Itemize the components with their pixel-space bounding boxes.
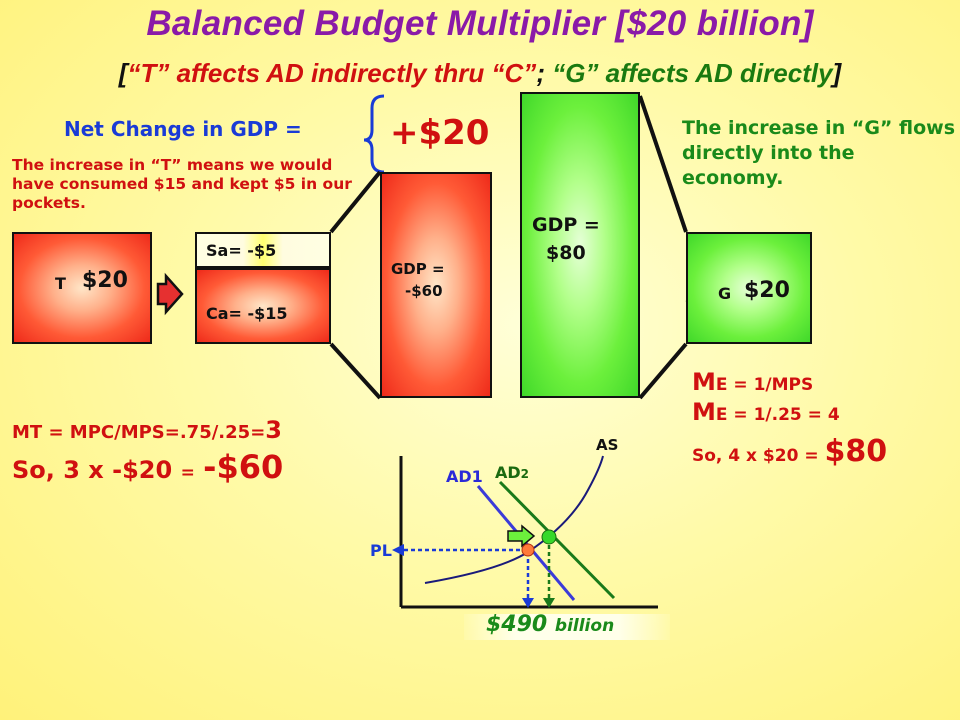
arrow-right-icon [156,272,184,316]
subtitle-bracket-open: [ [118,58,128,88]
tax-amount: $20 [82,268,128,293]
tax-result-prefix: So, 3 x -$20 [12,456,173,484]
gdp-tax-box: GDP = -$60 [380,172,492,398]
me-result-prefix: So, 4 x $20 [692,446,799,466]
g-letter: G [718,284,732,303]
tax-result-value: -$60 [203,448,284,486]
spending-multiplier-line1: ME = 1/MPS [692,368,813,396]
pl-label: PL [370,541,392,560]
income-label: $490 billion [486,612,614,637]
tax-letter: T [55,274,66,293]
saving-label: Sa= -$5 [206,241,277,260]
connector-upper-left [329,170,382,234]
income-arrowhead-1 [522,598,534,608]
ad2-label-sub: 2 [520,467,530,481]
gdp-g-box: GDP = $80 [520,92,640,398]
ad2-label-text: AD [495,463,521,482]
me-result-equals: = [804,446,819,466]
me-rest-1: E = 1/MPS [715,375,814,395]
connector-upper-right [638,95,688,233]
equilibrium-point-1 [521,543,535,557]
net-change-value: +$20 [390,113,490,153]
connector-lower-right [638,342,688,400]
subtitle-separator: ; [536,58,545,88]
income-value: $490 [486,612,548,637]
saving-box: Sa= -$5 [195,232,331,268]
subtitle-g-part: “G” affects AD directly [552,58,833,88]
connector-lower-left [329,342,382,400]
as-curve [424,455,604,584]
consumption-box: Ca= -$15 [195,268,331,344]
tax-multiplier-value: 3 [265,416,282,444]
g-amount: $20 [744,278,790,303]
gdp-g-value: $80 [546,242,586,264]
income-arrowhead-2 [543,598,555,608]
page-subtitle: [“T” affects AD indirectly thru “C”; “G”… [0,56,960,90]
gdp-tax-value: -$60 [405,282,443,300]
tax-multiplier-formula-text: MT = MPC/MPS=.75/.25= [12,422,266,443]
income-label-band [464,614,670,640]
tax-box: T $20 [12,232,152,344]
gdp-g-label: GDP = [532,214,600,236]
tax-result-equals: = [180,463,195,483]
curly-brace [363,94,385,174]
shift-arrow-icon [507,524,536,548]
gdp-tax-label: GDP = [391,260,445,278]
pl-arrowhead [392,544,404,556]
me-rest-2: E = 1/.25 = 4 [715,405,840,425]
as-label: AS [596,436,619,454]
tax-note: The increase in “T” means we would have … [12,156,352,212]
me-m-2: M [692,398,716,426]
net-change-label: Net Change in GDP = [64,117,302,141]
tax-multiplier-result: So, 3 x -$20 = -$60 [12,448,283,486]
g-note: The increase in “G” flows directly into … [682,117,956,189]
subtitle-tax-part: “T” affects AD indirectly thru “C” [127,58,537,88]
tax-multiplier-formula: MT = MPC/MPS=.75/.25=3 [12,416,282,444]
subtitle-bracket-close: ] [832,58,842,88]
spending-multiplier-line2: ME = 1/.25 = 4 [692,398,840,426]
ad2-line [498,480,616,600]
income-unit: billion [554,616,615,636]
page-title: Balanced Budget Multiplier [$20 billion] [146,4,814,43]
consumption-label: Ca= -$15 [206,304,288,323]
ad1-label: AD1 [446,467,483,486]
g-box: G $20 [686,232,812,344]
me-m-1: M [692,368,716,396]
spending-multiplier-line3: So, 4 x $20 = $80 [692,434,887,469]
equilibrium-point-2 [541,529,557,545]
me-result-value: $80 [824,434,888,469]
ad2-label: AD2 [495,463,529,482]
